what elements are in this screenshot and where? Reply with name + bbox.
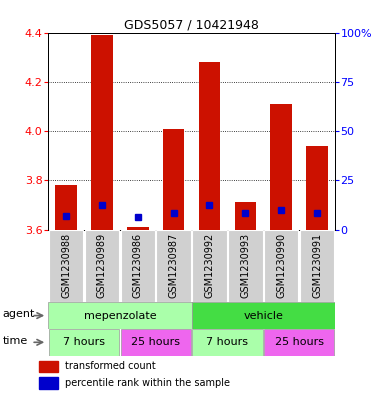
Bar — [156, 230, 191, 302]
Title: GDS5057 / 10421948: GDS5057 / 10421948 — [124, 19, 259, 32]
Text: mepenzolate: mepenzolate — [84, 310, 156, 321]
Bar — [49, 230, 83, 302]
Text: GSM1230990: GSM1230990 — [276, 233, 286, 298]
Bar — [300, 230, 334, 302]
Bar — [121, 230, 155, 302]
Bar — [192, 329, 263, 356]
Bar — [55, 185, 77, 230]
Bar — [264, 230, 298, 302]
Bar — [127, 227, 149, 230]
Bar — [121, 329, 191, 356]
Bar — [199, 62, 220, 230]
Text: GSM1230991: GSM1230991 — [312, 233, 322, 298]
Bar — [91, 35, 113, 230]
Text: percentile rank within the sample: percentile rank within the sample — [65, 378, 231, 388]
Text: GSM1230992: GSM1230992 — [204, 233, 214, 299]
Bar — [38, 360, 58, 373]
Bar — [163, 129, 184, 230]
Text: GSM1230986: GSM1230986 — [133, 233, 143, 298]
Text: 25 hours: 25 hours — [275, 337, 324, 347]
Text: GSM1230993: GSM1230993 — [240, 233, 250, 298]
Text: agent: agent — [2, 309, 35, 319]
Text: vehicle: vehicle — [243, 310, 283, 321]
Bar — [264, 329, 334, 356]
Bar — [192, 230, 227, 302]
Bar — [234, 202, 256, 230]
Bar — [48, 302, 192, 329]
Text: GSM1230987: GSM1230987 — [169, 233, 179, 299]
Text: 25 hours: 25 hours — [131, 337, 180, 347]
Text: GSM1230988: GSM1230988 — [61, 233, 71, 298]
Text: GSM1230989: GSM1230989 — [97, 233, 107, 298]
Text: time: time — [2, 336, 28, 346]
Bar — [38, 377, 58, 389]
Text: transformed count: transformed count — [65, 362, 156, 371]
Bar — [306, 146, 328, 230]
Text: 7 hours: 7 hours — [63, 337, 105, 347]
Bar — [85, 230, 119, 302]
Text: 7 hours: 7 hours — [206, 337, 248, 347]
Bar — [228, 230, 263, 302]
Bar — [49, 329, 119, 356]
Bar — [270, 104, 292, 230]
Bar — [192, 302, 335, 329]
